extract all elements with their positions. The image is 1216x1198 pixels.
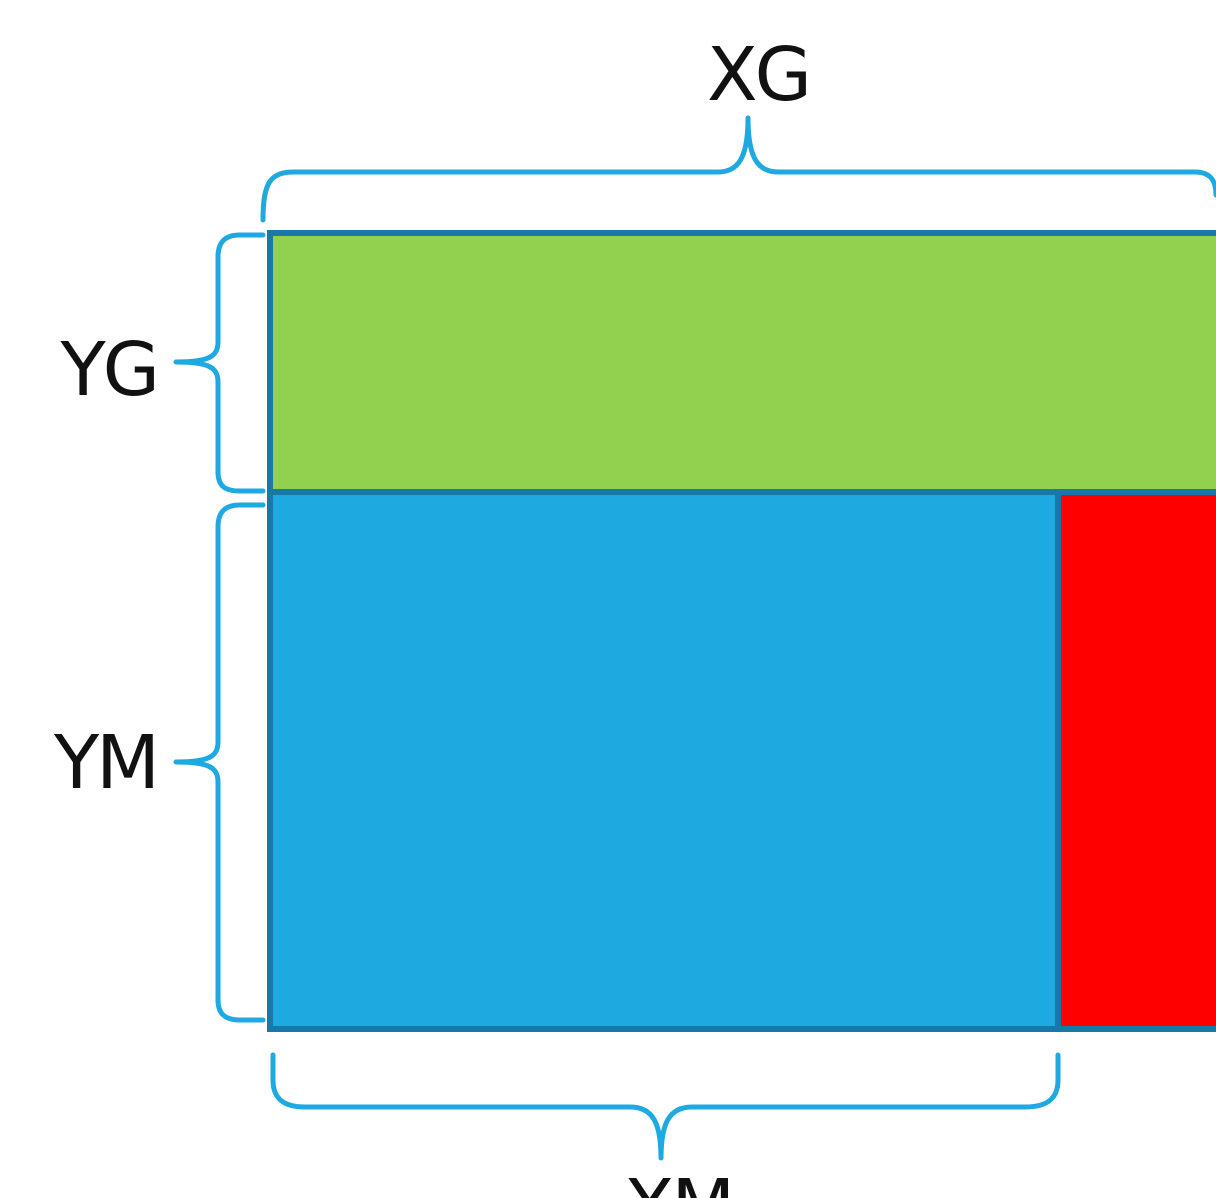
xm-brace: [270, 1052, 1061, 1161]
ym-brace: [173, 502, 266, 1023]
xg-brace: [260, 115, 1216, 223]
green-block: [267, 230, 1216, 495]
blue-block: [267, 489, 1061, 1032]
xg-label: XG: [707, 32, 809, 118]
yg-label: YG: [59, 327, 157, 413]
red-block: [1055, 489, 1216, 1032]
ym-label: YM: [53, 720, 157, 806]
xm-label: XM: [624, 1164, 733, 1198]
yg-brace: [173, 232, 266, 494]
